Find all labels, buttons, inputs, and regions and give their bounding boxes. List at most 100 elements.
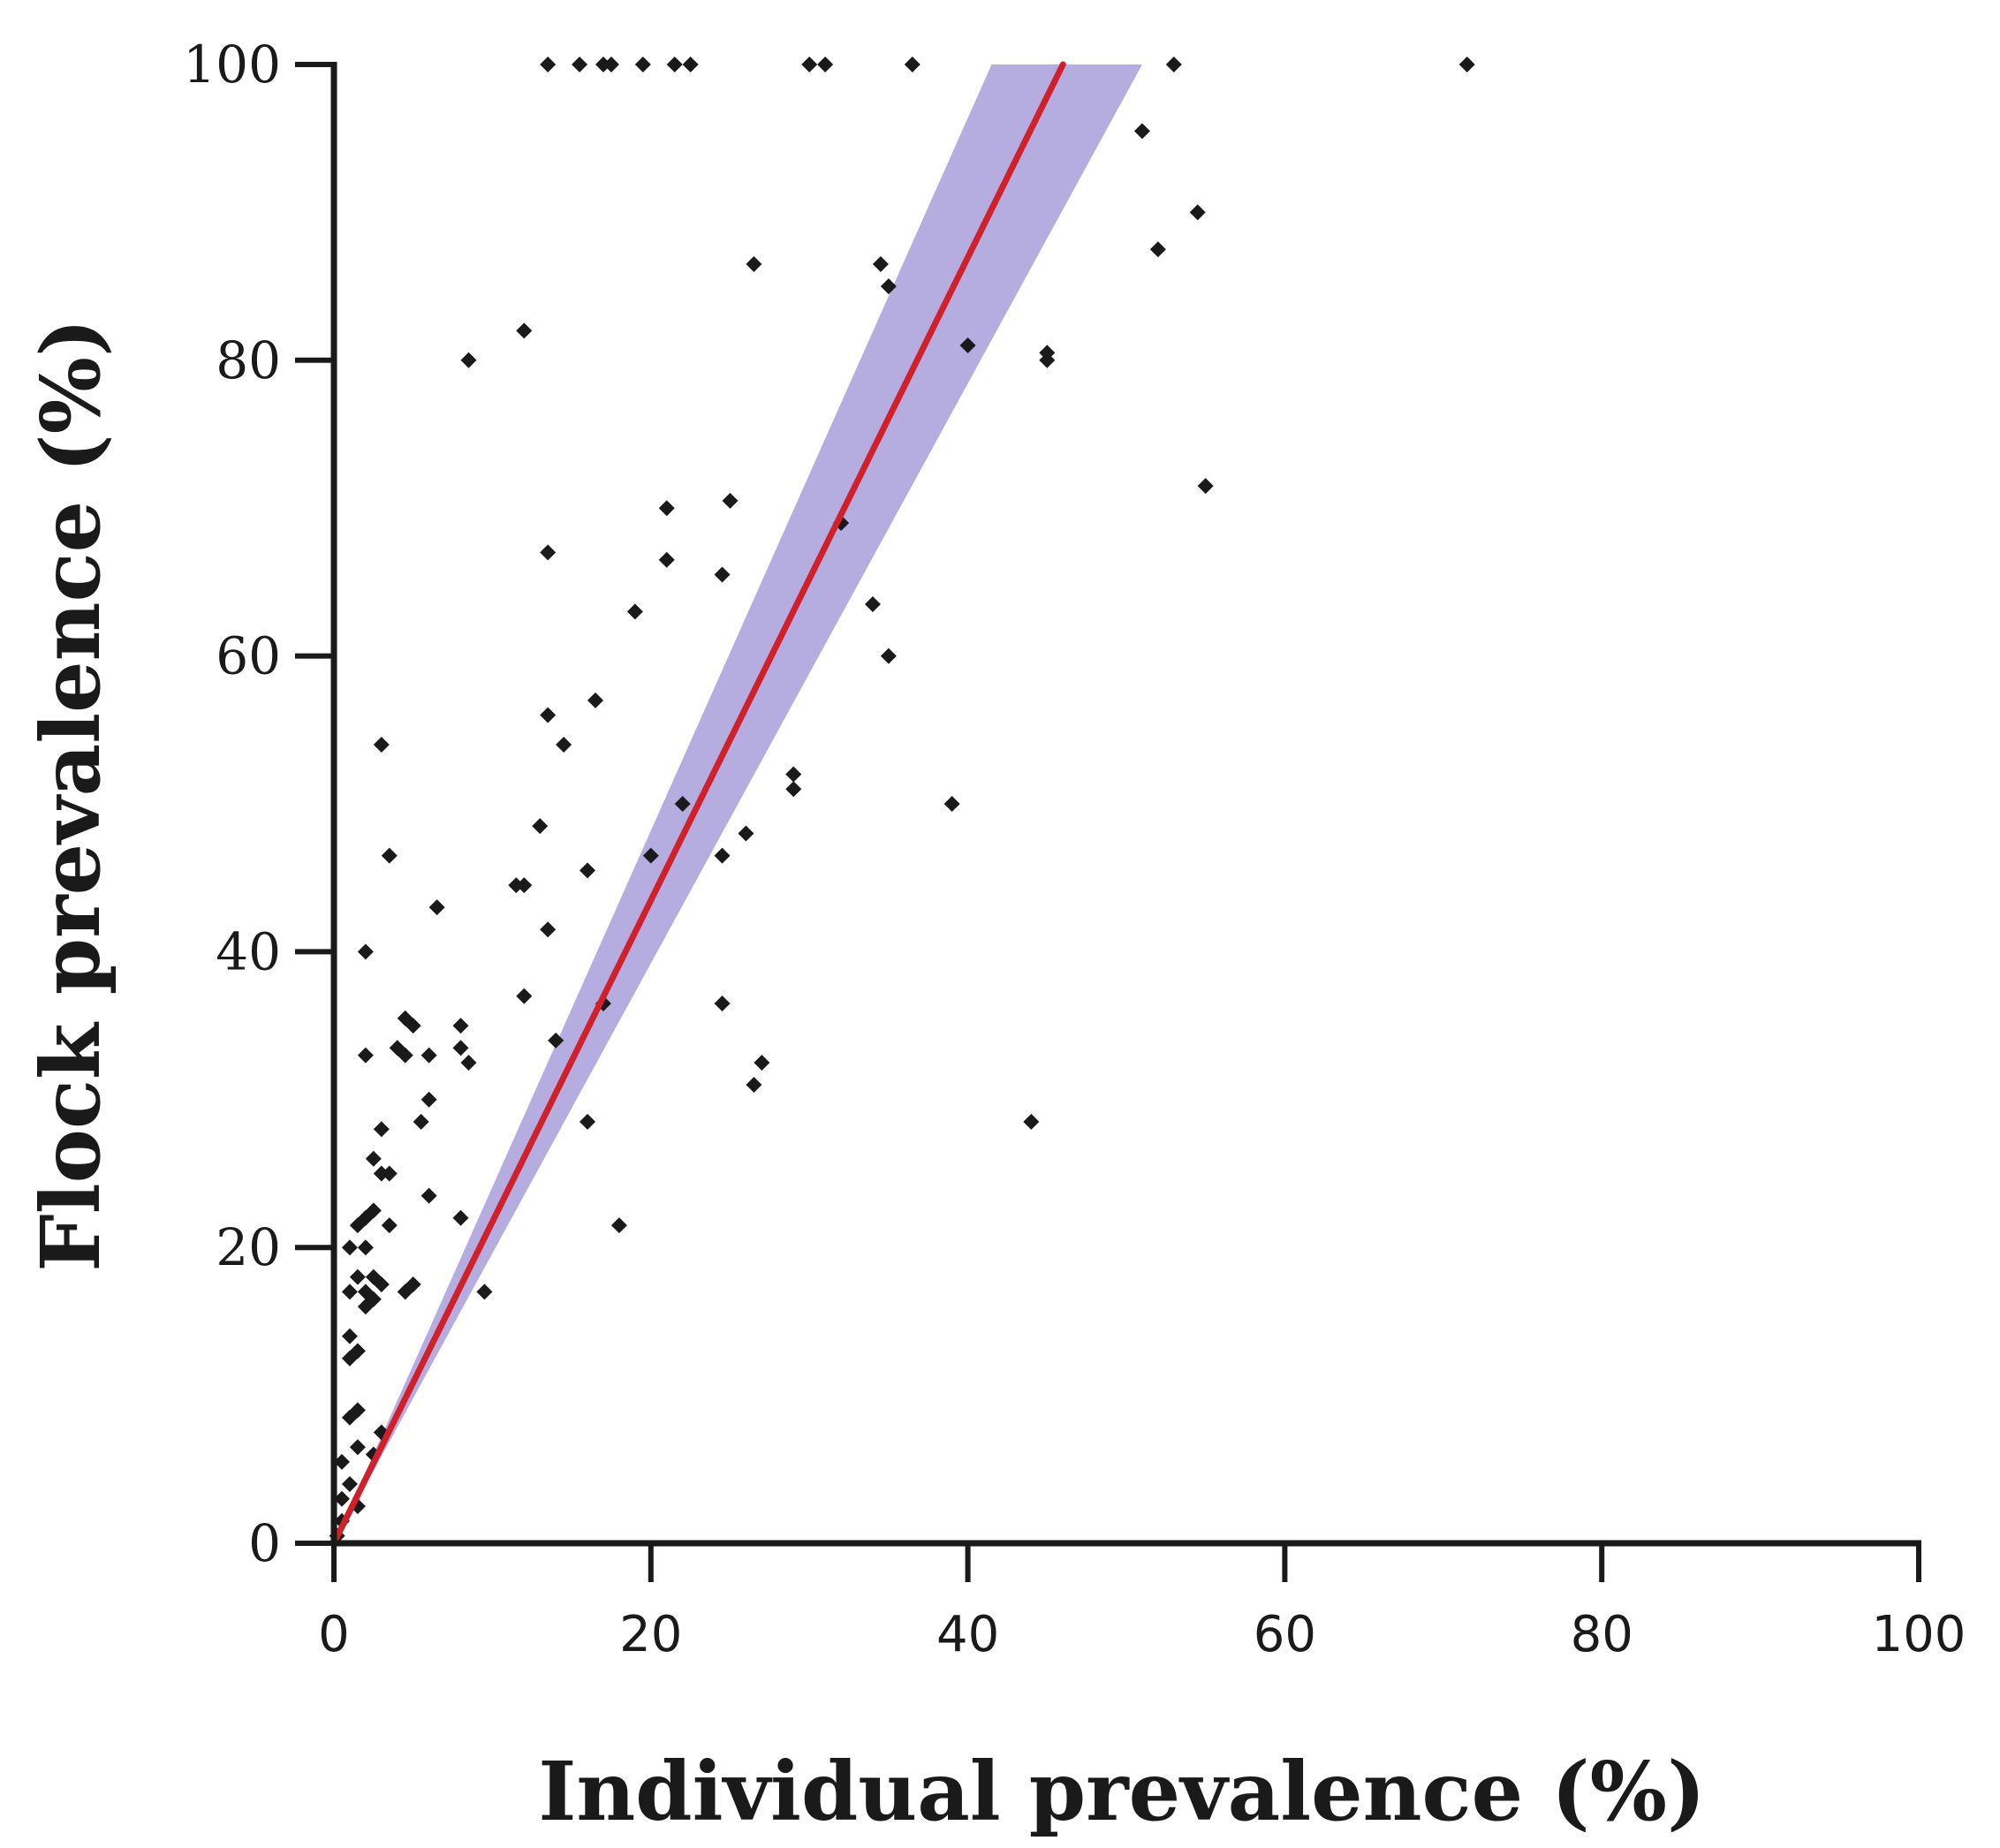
data-point [1197,478,1214,495]
data-point [476,1284,493,1300]
data-point [420,1047,437,1064]
data-point [413,1113,429,1130]
data-point [880,278,897,295]
x-tick-label: 60 [1254,1606,1316,1663]
data-point [357,1239,374,1256]
data-point [540,57,557,72]
y-tick-label: 40 [216,921,281,981]
data-point [341,1284,358,1300]
data-point [714,566,731,583]
data-point [341,1409,358,1426]
confidence-band-layer [334,64,1142,1543]
data-point [738,825,754,842]
data-point [872,255,889,272]
data-point [714,847,731,864]
data-point [540,544,557,561]
data-point [785,781,802,798]
data-point [341,1476,358,1493]
data-point [452,1209,469,1226]
data-point [785,766,802,783]
data-point [349,1269,366,1285]
data-point [580,1113,596,1130]
data-point [397,1047,413,1064]
data-point [516,877,533,894]
data-point [1149,241,1166,258]
x-tick-label: 0 [318,1606,350,1663]
fit-line-layer [330,61,1066,1547]
fit-line [330,61,1066,1547]
data-point [864,596,881,613]
data-point [532,818,549,835]
data-point [959,337,976,354]
y-tick-label: 20 [216,1217,281,1277]
data-point [341,1239,358,1256]
confidence-band [334,64,1142,1543]
data-point [548,1032,564,1049]
data-point [658,551,675,568]
data-point [1189,204,1206,221]
data-point [1023,1113,1040,1130]
data-point [341,1350,358,1367]
data-point [357,943,374,960]
labels-layer: Individual prevalence (%) Flock prevalen… [23,34,1966,1839]
data-point [373,1121,390,1138]
x-tick-label: 20 [619,1606,682,1663]
data-point [602,57,619,72]
data-point [365,1150,382,1167]
data-point [349,1439,366,1456]
data-point [682,57,699,72]
data-point [357,1047,374,1064]
data-point [381,847,398,864]
data-point [1133,123,1150,140]
data-point [381,1165,398,1182]
data-point [801,57,818,72]
data-point [580,862,596,879]
data-point [754,1054,770,1071]
x-tick-label: 80 [1571,1606,1633,1663]
data-point [349,1217,366,1234]
data-point [405,1018,421,1034]
data-point [610,1217,627,1234]
data-point [943,796,960,812]
x-tick-label: 100 [1872,1606,1966,1663]
data-point [452,1040,469,1057]
data-point [428,899,445,916]
data-point [714,995,731,1011]
data-point [1458,57,1475,72]
data-point [373,737,390,754]
data-point [1165,57,1182,72]
data-point [634,57,651,72]
y-tick-label: 100 [183,34,281,95]
data-point [460,1054,477,1071]
data-point [460,352,477,368]
data-point [904,57,920,72]
data-point [365,1202,382,1219]
data-point [516,322,533,339]
y-tick-label: 0 [248,1513,281,1573]
data-point [722,492,739,509]
data-point [452,1018,469,1034]
data-point [333,1490,350,1507]
data-point [405,1276,421,1293]
data-point [746,255,762,272]
data-point [556,737,572,754]
data-point [587,692,604,708]
data-point [540,707,557,723]
data-point [674,796,691,812]
data-point [516,988,533,1004]
data-point [333,1453,350,1470]
data-point [666,57,683,72]
data-point [540,921,557,938]
data-point [746,1077,762,1094]
y-axis-title: Flock prevalence (%) [23,318,118,1271]
data-point [381,1217,398,1234]
data-point [341,1328,358,1344]
data-point [572,57,588,72]
y-tick-label: 60 [216,626,281,686]
data-point [642,847,659,864]
data-point [357,1299,374,1315]
x-tick-label: 40 [936,1606,999,1663]
data-point [658,500,675,517]
data-point [1039,352,1056,368]
